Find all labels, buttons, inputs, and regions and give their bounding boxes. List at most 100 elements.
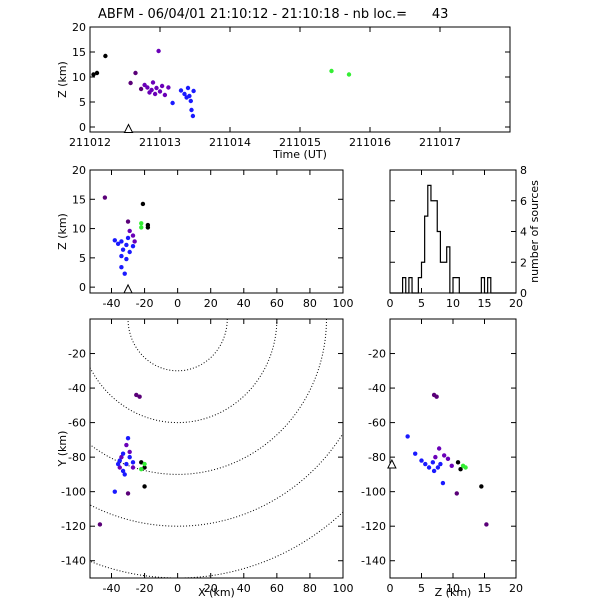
source-point: [185, 85, 191, 91]
source-point: [124, 256, 129, 262]
source-point: [103, 53, 108, 59]
source-point: [440, 480, 446, 486]
y-tick-label: 2: [520, 256, 527, 269]
source-point: [441, 453, 447, 458]
x-tick-label: 211015: [279, 136, 321, 149]
source-point: [125, 235, 131, 241]
source-point: [115, 461, 121, 467]
source-point: [455, 460, 461, 465]
y-tick-label: -120: [61, 520, 86, 533]
source-point: [137, 394, 142, 399]
source-point: [119, 253, 124, 259]
source-point: [438, 461, 443, 467]
source-point: [124, 461, 129, 467]
source-point: [178, 88, 184, 93]
x-tick-label: -40: [103, 582, 121, 595]
y-tick-label: 5: [79, 252, 86, 265]
source-point: [434, 394, 439, 399]
z-plan-frame: [389, 318, 517, 579]
histogram-bin: [431, 201, 434, 293]
x-tick-label: 0: [387, 582, 394, 595]
source-point: [346, 72, 352, 77]
x-tick-label: 40: [237, 297, 251, 310]
x-tick-label: 15: [478, 582, 492, 595]
source-point: [139, 460, 144, 465]
y-tick-label: -80: [368, 451, 386, 464]
x-tick-label: 60: [270, 297, 284, 310]
x-tick-label: 80: [303, 297, 317, 310]
source-point: [479, 484, 484, 489]
source-point: [419, 458, 424, 463]
x-tick-label: 80: [303, 582, 317, 595]
source-point: [120, 451, 126, 456]
histogram-frame: [389, 169, 517, 294]
source-point: [130, 243, 136, 249]
source-point: [125, 435, 131, 441]
source-point: [102, 195, 108, 200]
plan-view-frame: [89, 318, 344, 579]
source-point: [139, 225, 144, 230]
y-tick-label: -100: [61, 486, 86, 499]
station-marker: [123, 283, 133, 294]
source-point: [149, 87, 154, 93]
y-tick-label: -100: [361, 486, 386, 499]
x-height-ylabel: Z (km): [56, 213, 69, 250]
source-point: [413, 451, 418, 456]
x-tick-label: 20: [204, 297, 218, 310]
z-plan-xlabel: Z (km): [435, 586, 472, 599]
y-tick-label: -140: [361, 555, 386, 568]
source-point: [119, 239, 124, 244]
y-tick-label: 5: [79, 96, 86, 109]
x-tick-label: 15: [478, 297, 492, 310]
source-point: [97, 522, 103, 527]
source-point: [139, 467, 144, 472]
x-tick-label: 40: [237, 582, 251, 595]
source-point: [142, 461, 147, 467]
panels-layer: 211012 211013 211014 211015 211016 211017 0 5 10…: [56, 21, 542, 599]
source-point: [122, 271, 127, 276]
x-tick-label: 20: [509, 582, 523, 595]
x-tick-label: -20: [136, 582, 154, 595]
x-tick-label: 211013: [139, 136, 181, 149]
source-point: [125, 491, 131, 496]
histogram-step-line: [390, 184, 516, 294]
y-tick-label: -40: [68, 382, 86, 395]
x-tick-label: 100: [333, 582, 354, 595]
y-tick-label: 8: [520, 164, 527, 177]
source-point: [120, 247, 126, 252]
x-tick-label: 211016: [349, 136, 391, 149]
y-tick-label: 10: [72, 71, 86, 84]
y-tick-label: 20: [72, 164, 86, 177]
x-height-frame: [89, 169, 344, 294]
source-point: [145, 85, 150, 90]
source-point: [145, 225, 151, 230]
station-marker: [123, 123, 134, 133]
source-point: [127, 249, 132, 255]
y-tick-label: -80: [68, 451, 86, 464]
x-tick-label: 20: [204, 582, 218, 595]
x-tick-label: 0: [387, 297, 394, 310]
x-tick-label: 20: [509, 297, 523, 310]
z-plan-panel: 0 5 10 15 20 -20 -40 -60 -80 -100 -120 -140 Z (km): [361, 318, 523, 599]
y-tick-label: 15: [72, 46, 86, 59]
x-tick-label: 0: [174, 582, 181, 595]
y-tick-label: 0: [79, 121, 86, 134]
range-ring: [90, 432, 343, 527]
source-point: [430, 460, 436, 465]
source-point: [431, 468, 437, 474]
x-tick-label: -20: [136, 297, 154, 310]
source-point: [445, 456, 451, 462]
source-point: [454, 491, 459, 496]
figure-title: ABFM - 06/04/01 21:10:12 - 21:10:18 - nb…: [98, 7, 448, 22]
source-point: [152, 91, 158, 97]
source-point: [122, 472, 127, 477]
y-tick-label: -20: [68, 348, 86, 361]
source-point: [119, 454, 124, 460]
source-point: [191, 88, 196, 94]
source-point: [124, 242, 129, 248]
source-point: [187, 93, 192, 99]
x-tick-label: 211012: [69, 136, 111, 149]
source-point: [463, 465, 468, 470]
source-point: [142, 465, 147, 470]
